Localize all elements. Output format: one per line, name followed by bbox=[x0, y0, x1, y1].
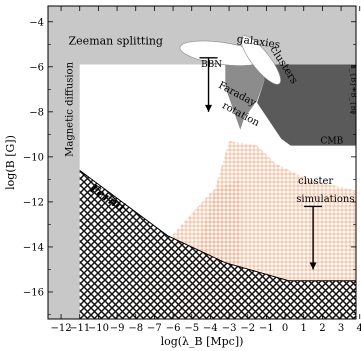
y-tick-label: −4 bbox=[29, 17, 44, 28]
x-tick-label: −1 bbox=[259, 323, 274, 334]
x-tick-label: 2 bbox=[319, 323, 325, 334]
annotation-9: cluster bbox=[298, 176, 333, 187]
fermi-boundary-line bbox=[79, 169, 356, 282]
galaxy-cluster-blobs bbox=[179, 35, 281, 85]
x-tick-label: −11 bbox=[69, 323, 90, 334]
x-tick-label: 0 bbox=[282, 323, 288, 334]
x-tick-label: −7 bbox=[147, 323, 162, 334]
x-tick-label: −10 bbox=[88, 323, 109, 334]
plot-frame bbox=[47, 5, 357, 320]
x-tick-label: 4 bbox=[357, 323, 361, 334]
x-tick-label: −6 bbox=[166, 323, 181, 334]
x-axis: −12−11−10 −9 −8 −7 −6 −5 −4 −3 −2 −1 0 1 2 3 4 bbox=[51, 6, 361, 334]
x-tick-label: −8 bbox=[128, 323, 143, 334]
x-tick-label: 1 bbox=[301, 323, 307, 334]
fermi-hatch-region bbox=[79, 170, 356, 319]
annotation-11: n_{B}=B_{B} bbox=[349, 65, 357, 116]
y-axis-title: log(B [G]) bbox=[4, 135, 17, 190]
region-1 bbox=[257, 64, 356, 146]
annotation-3: galaxies bbox=[236, 33, 281, 51]
x-axis-title: log(λ_B [Mpc]) bbox=[161, 335, 244, 348]
x-tick-label: −5 bbox=[184, 323, 199, 334]
y-tick-label: −6 bbox=[29, 62, 44, 73]
annotation-5: BBN bbox=[201, 60, 222, 70]
annotation-0: Zeeman splitting bbox=[69, 34, 163, 47]
upper-limit-arrows bbox=[199, 57, 323, 270]
clusters-blob bbox=[240, 35, 281, 85]
y-axis: −4 −6 −8 −10 −12 −14 −16 bbox=[23, 17, 356, 315]
x-tick-label: 3 bbox=[338, 323, 344, 334]
annotation-1: Magnetic diffusion bbox=[64, 61, 75, 156]
y-tick-label: −10 bbox=[23, 152, 44, 163]
x-tick-label: −9 bbox=[110, 323, 125, 334]
annotation-8: CMB bbox=[321, 136, 344, 146]
x-tick-label: −2 bbox=[240, 323, 255, 334]
y-tick-label: −14 bbox=[23, 242, 44, 253]
upper-limit-0 bbox=[199, 57, 218, 112]
x-tick-label: −12 bbox=[51, 323, 72, 334]
x-tick-label: −3 bbox=[222, 323, 237, 334]
y-tick-label: −8 bbox=[29, 107, 44, 118]
constraint-regions bbox=[79, 64, 356, 282]
x-tick-label: −4 bbox=[203, 323, 218, 334]
y-tick-label: −16 bbox=[23, 287, 44, 298]
upper-limit-1 bbox=[304, 205, 323, 270]
region-0 bbox=[225, 64, 265, 130]
annotation-10: simulations bbox=[296, 194, 354, 205]
y-tick-label: −12 bbox=[23, 197, 44, 208]
